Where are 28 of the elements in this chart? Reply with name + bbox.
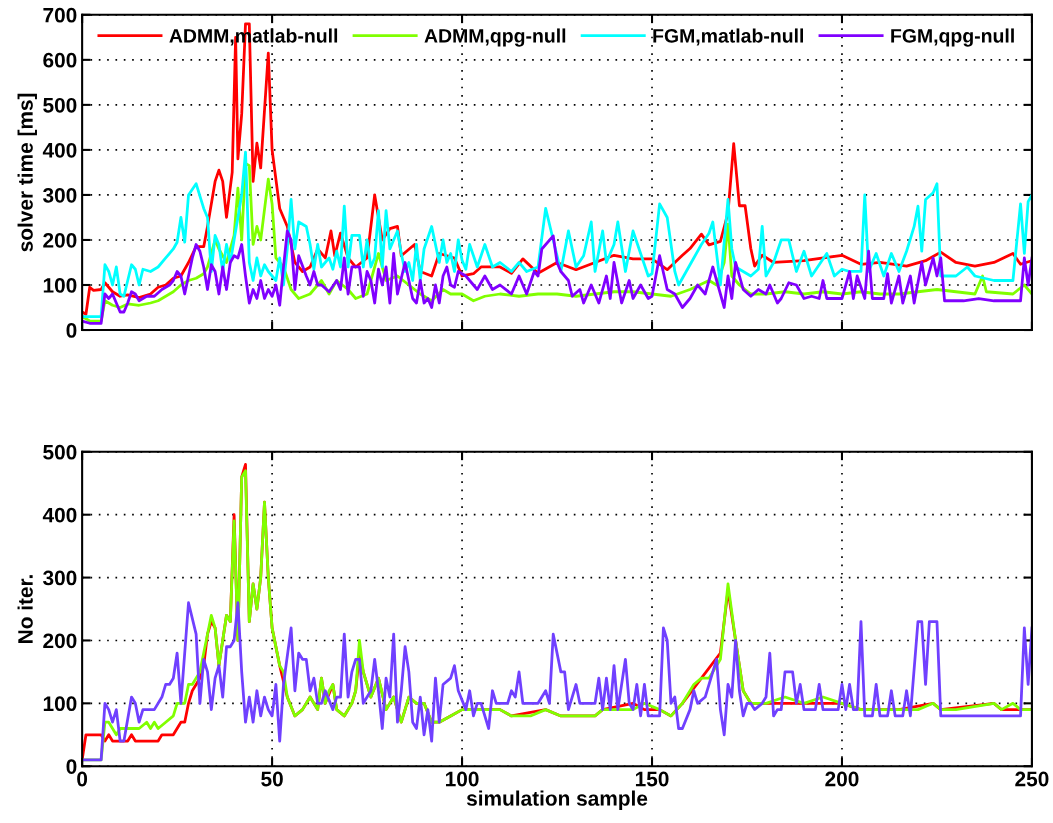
y-tick-label: 600 [43,52,77,68]
x-tick-label: 200 [825,771,859,787]
y-axis-title: solver time [ms] [17,93,37,252]
y-tick-label: 300 [43,570,77,586]
x-tick-label: 50 [261,771,283,787]
y-tick-label: 200 [43,633,77,649]
x-tick-label: 250 [1015,771,1049,787]
y-tick-label: 0 [66,323,77,338]
x-tick-label: 150 [635,771,669,787]
y-tick-label: 0 [66,759,77,774]
y-tick-label: 400 [42,507,77,523]
y-tick-label: 500 [43,444,77,460]
x-tick-label: 100 [445,771,479,787]
y-tick-label: 100 [43,696,77,712]
y-tick-label: 300 [43,187,77,203]
y-axis-title: No iter. [17,575,33,643]
legend-label: FGM,qpg-null [891,28,1014,47]
legend-label: ADMM,qpg-null [424,28,566,47]
x-axis-title: simulation sample [466,790,648,810]
x-tick-label: 0 [77,771,88,787]
y-tick-label: 200 [43,232,77,248]
y-tick-label: 400 [42,142,77,158]
y-tick-label: 100 [43,277,77,293]
y-tick-label: 700 [43,7,77,23]
legend-label: FGM,matlab-null [653,28,804,46]
y-tick-label: 500 [43,97,77,113]
line-series [82,601,1032,762]
line-series [82,229,1032,325]
